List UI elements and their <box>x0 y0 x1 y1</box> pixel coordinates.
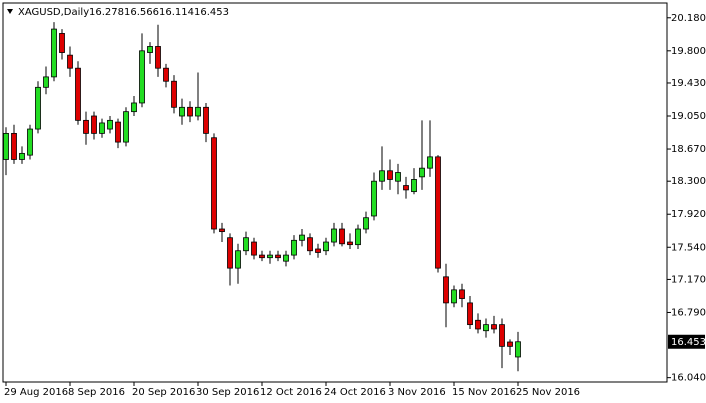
y-tick-label: 16.790 <box>671 307 706 318</box>
header-close: 16.453 <box>194 7 229 18</box>
candle-body <box>179 106 185 117</box>
candle-body <box>3 132 9 160</box>
candle-body <box>59 33 65 53</box>
x-tick-label: 15 Nov 2016 <box>452 387 516 398</box>
candle-body <box>187 106 193 117</box>
candle-body <box>315 248 321 253</box>
x-tick-label: 29 Aug 2016 <box>4 387 68 398</box>
candle-body <box>283 254 289 262</box>
candle-body <box>411 179 417 193</box>
candle-body <box>387 170 393 180</box>
candle-body <box>203 106 209 134</box>
candle-body <box>27 128 33 156</box>
candle-body <box>371 180 377 217</box>
candle-body <box>299 234 305 241</box>
candle-body <box>163 67 169 82</box>
candle-body <box>243 237 249 252</box>
candle-body <box>467 302 473 326</box>
x-tick-label: 8 Sep 2016 <box>68 387 125 398</box>
candle-body <box>155 46 161 69</box>
header-open: 16.278 <box>89 7 124 18</box>
candle-body <box>43 76 49 88</box>
x-tick-label: 12 Oct 2016 <box>260 387 322 398</box>
candle-body <box>51 28 57 78</box>
candle-body <box>475 319 481 330</box>
plot-frame <box>2 2 668 383</box>
y-tick-label: 19.800 <box>671 46 706 57</box>
candle-body <box>123 111 129 143</box>
header-low: 16.114 <box>159 7 194 18</box>
y-tick-label: 18.300 <box>671 176 706 187</box>
candle-body <box>363 217 369 230</box>
candle-body <box>67 54 73 69</box>
candle-body <box>499 324 505 347</box>
y-tick-label: 19.430 <box>671 78 706 89</box>
candle-body <box>507 341 513 347</box>
candle-body <box>339 228 345 245</box>
y-tick-label: 17.540 <box>671 242 706 253</box>
candle-body <box>451 289 457 304</box>
y-tick-label: 20.180 <box>671 13 706 24</box>
candle-body <box>491 324 497 330</box>
candle-body <box>83 119 89 134</box>
candle-body <box>107 119 113 130</box>
candle-body <box>395 172 401 182</box>
candle-body <box>75 67 81 121</box>
y-tick-label: 17.920 <box>671 209 706 220</box>
candle-body <box>19 152 25 160</box>
candle-body <box>403 185 409 191</box>
candle-body <box>419 167 425 178</box>
candle-body <box>219 228 225 233</box>
y-tick-label: 19.050 <box>671 111 706 122</box>
price-marker <box>668 334 705 349</box>
candle-body <box>91 115 97 134</box>
candle-body <box>115 121 121 143</box>
candle-body <box>139 50 145 104</box>
chart-title: XAGUSD,Daily <box>18 7 89 18</box>
candle-body <box>211 137 217 230</box>
price-marker-label: 16.453 <box>671 337 706 348</box>
candle-body <box>195 106 201 117</box>
x-tick-label: 30 Sep 2016 <box>196 387 259 398</box>
candle-body <box>99 122 105 134</box>
candle-body <box>483 324 489 332</box>
y-tick-label: 17.170 <box>671 274 706 285</box>
x-tick-label: 25 Nov 2016 <box>516 387 580 398</box>
x-tick-label: 3 Nov 2016 <box>388 387 446 398</box>
candle-body <box>11 132 17 160</box>
candle-body <box>267 254 273 259</box>
y-tick-label: 16.040 <box>671 373 706 384</box>
candle-body <box>379 170 385 182</box>
x-tick-label: 24 Oct 2016 <box>324 387 386 398</box>
x-tick-label: 20 Sep 2016 <box>132 387 195 398</box>
candle-body <box>443 276 449 304</box>
header-high: 16.566 <box>124 7 159 18</box>
candle-body <box>435 156 441 269</box>
candle-body <box>331 228 337 243</box>
candle-body <box>131 102 137 113</box>
candle-body <box>347 241 353 246</box>
menu-icon <box>7 9 13 14</box>
candle-body <box>323 241 329 252</box>
candle-body <box>355 228 361 246</box>
y-tick-label: 18.670 <box>671 144 706 155</box>
candle-body <box>251 241 257 256</box>
candle-body <box>275 254 281 259</box>
candle-body <box>291 239 297 256</box>
candle-body <box>227 237 233 269</box>
candle-body <box>147 46 153 53</box>
candle-body <box>35 86 41 130</box>
candle-body <box>307 237 313 252</box>
candle-body <box>259 254 265 259</box>
candle-body <box>427 156 433 169</box>
candle-body <box>515 341 521 358</box>
candle-body <box>459 289 465 299</box>
candle-body <box>235 250 241 269</box>
candle-body <box>171 80 177 108</box>
